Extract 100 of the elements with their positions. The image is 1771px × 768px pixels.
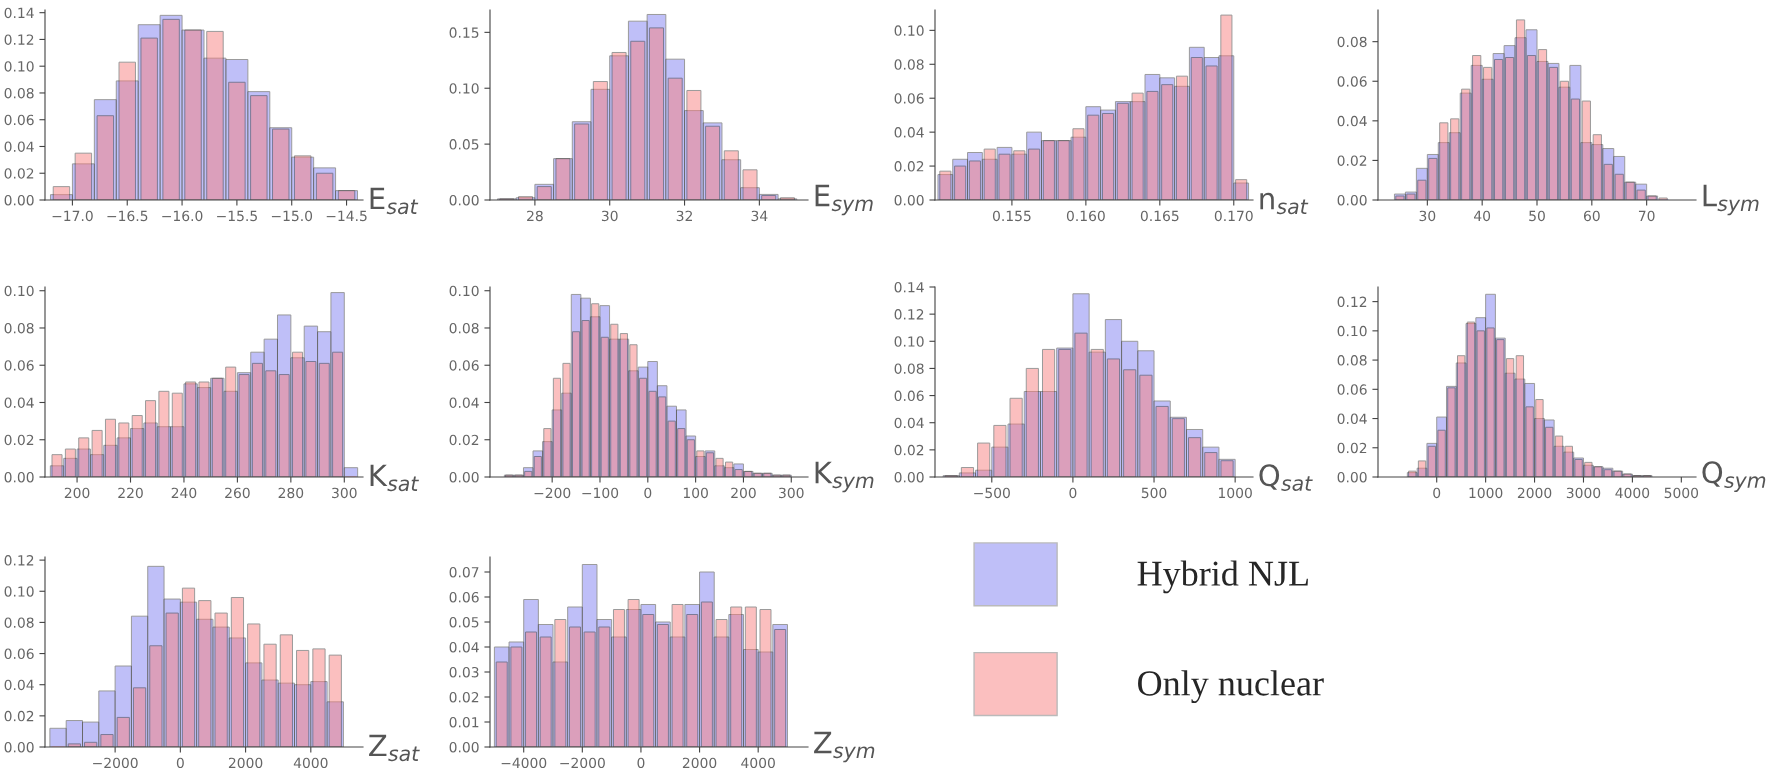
y-tick-label: 0.04 — [449, 397, 479, 408]
y-tick-label: 0.14 — [894, 281, 924, 293]
x-tick-label: 0 — [1069, 487, 1077, 499]
x-axis-title: K$_{sat}$ — [370, 464, 419, 492]
x-axis-title: K$_{sym}$ — [815, 461, 874, 493]
x-tick-label: −2000 — [93, 757, 138, 768]
x-axis-title: n$_{sat}$ — [1260, 192, 1309, 215]
x-tick-label: 0.155 — [992, 210, 1031, 222]
y-tick-label: 0.04 — [894, 417, 924, 429]
x-tick-label: 0.170 — [1214, 210, 1253, 222]
x-axis-title: Z$_{sat}$ — [369, 734, 420, 762]
x-tick-label: 34 — [751, 210, 768, 222]
x-tick-label: 1000 — [1469, 487, 1503, 499]
y-tick-label: 0.06 — [449, 591, 479, 603]
y-tick-label: 0.10 — [894, 25, 924, 36]
y-tick-label: 0.08 — [4, 87, 34, 99]
y-tick-label: 0.00 — [4, 194, 34, 206]
x-tick-label: 0.160 — [1066, 210, 1105, 222]
y-tick-label: 0.12 — [1337, 296, 1367, 308]
x-tick-label: 30 — [1419, 210, 1436, 222]
x-tick-label: −4000 — [501, 757, 547, 768]
x-tick-label: −14.5 — [326, 210, 367, 222]
x-tick-label: 70 — [1638, 210, 1655, 222]
x-tick-label: 0 — [637, 757, 645, 768]
x-tick-label: 0 — [644, 487, 652, 499]
legend-label: Hybrid NJL — [1137, 560, 1308, 594]
y-tick-label: 0.10 — [1337, 325, 1367, 337]
x-axis-title: Q$_{sat}$ — [1259, 464, 1313, 491]
x-tick-label: 100 — [683, 487, 708, 499]
y-tick-label: 0.10 — [449, 83, 479, 94]
x-tick-label: 200 — [64, 487, 90, 499]
x-tick-label: 300 — [332, 487, 357, 499]
x-tick-label: 280 — [278, 487, 304, 499]
y-tick-label: 0.00 — [894, 194, 924, 206]
y-tick-label: 0.05 — [449, 139, 479, 150]
y-tick-label: 0.02 — [894, 444, 924, 456]
y-tick-label: 0.00 — [1337, 194, 1367, 206]
y-tick-label: 0.04 — [4, 397, 34, 408]
y-tick-label: 0.10 — [4, 586, 34, 597]
x-tick-label: −2000 — [560, 757, 605, 768]
x-tick-label: 220 — [118, 487, 143, 499]
y-tick-label: 0.06 — [4, 648, 34, 660]
y-tick-label: 0.08 — [1337, 355, 1367, 366]
y-tick-label: 0.10 — [894, 336, 924, 347]
y-tick-label: 0.07 — [449, 566, 479, 578]
y-tick-label: 0.06 — [894, 93, 924, 104]
x-tick-label: −17.0 — [52, 210, 93, 222]
x-tick-label: 60 — [1583, 210, 1600, 222]
x-tick-label: 500 — [1141, 487, 1167, 499]
y-tick-label: 0.00 — [449, 471, 479, 483]
x-axis-title: Q$_{sym}$ — [1702, 461, 1766, 492]
y-tick-label: 0.08 — [894, 59, 924, 70]
y-tick-label: 0.10 — [449, 285, 479, 297]
y-tick-label: 0.04 — [1337, 115, 1367, 127]
y-tick-label: 0.04 — [1337, 413, 1367, 425]
x-axis-title: E$_{sat}$ — [370, 187, 419, 215]
y-tick-label: 0.02 — [4, 710, 34, 722]
x-tick-label: 32 — [676, 210, 692, 222]
y-tick-label: 0.00 — [1337, 471, 1367, 483]
x-tick-label: −500 — [974, 487, 1010, 499]
x-tick-label: 5000 — [1664, 487, 1699, 499]
y-tick-label: 0.02 — [894, 161, 924, 172]
x-tick-label: 300 — [779, 487, 804, 499]
x-tick-label: 30 — [601, 210, 618, 222]
x-tick-label: 40 — [1474, 210, 1491, 222]
x-tick-label: 2000 — [228, 757, 263, 768]
y-tick-label: 0.08 — [1337, 36, 1367, 48]
y-tick-label: 0.06 — [894, 390, 924, 402]
x-tick-label: −200 — [534, 487, 571, 499]
y-tick-label: 0.03 — [449, 666, 479, 678]
y-tick-label: 0.04 — [894, 127, 924, 138]
y-tick-label: 0.12 — [4, 34, 34, 45]
y-tick-label: 0.12 — [4, 555, 34, 566]
y-tick-label: 0.04 — [449, 641, 479, 653]
x-tick-label: −100 — [582, 487, 619, 499]
x-tick-label: 260 — [225, 487, 250, 499]
y-tick-label: 0.06 — [1337, 384, 1367, 395]
x-tick-label: 200 — [731, 487, 756, 499]
y-tick-label: 0.02 — [449, 691, 479, 703]
x-tick-label: 2000 — [682, 757, 717, 768]
y-tick-label: 0.02 — [1337, 155, 1367, 166]
y-tick-label: 0.12 — [894, 309, 924, 320]
y-tick-label: 0.08 — [449, 322, 479, 334]
x-axis-title: Z$_{sym}$ — [814, 731, 875, 763]
y-tick-label: 0.04 — [4, 141, 34, 152]
y-tick-label: 0.14 — [4, 7, 34, 19]
y-tick-label: 0.06 — [449, 360, 479, 371]
x-tick-label: −15.0 — [271, 210, 313, 222]
y-tick-label: 0.05 — [449, 616, 479, 628]
y-tick-label: 0.02 — [1337, 442, 1367, 454]
x-axis-title: E$_{sym}$ — [815, 184, 873, 216]
y-tick-label: 0.08 — [4, 322, 34, 334]
x-tick-label: −16.5 — [107, 210, 148, 222]
y-tick-label: 0.08 — [4, 617, 34, 628]
y-tick-label: 0.10 — [4, 285, 34, 297]
y-tick-label: 0.06 — [4, 360, 34, 371]
y-tick-label: 0.15 — [449, 27, 479, 38]
x-tick-label: −15.5 — [217, 210, 257, 222]
x-tick-label: 4000 — [1615, 487, 1650, 499]
x-tick-label: 0.165 — [1140, 210, 1179, 222]
